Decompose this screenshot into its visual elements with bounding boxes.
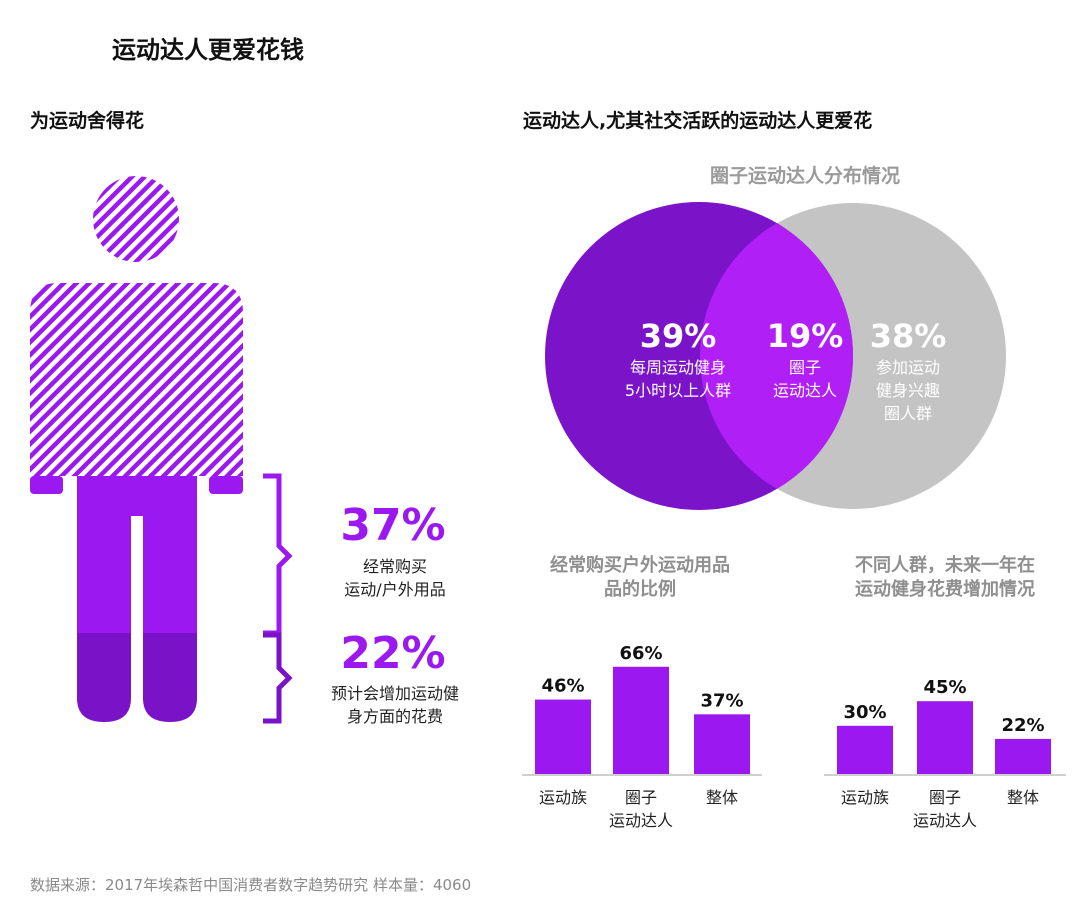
chart2-title-line2: 运动健身花费增加情况 xyxy=(855,579,1035,600)
venn-left-label-2: 5小时以上人群 xyxy=(624,381,732,400)
bracket-37 xyxy=(263,473,293,636)
person-right-arm xyxy=(209,476,243,494)
person-left-arm xyxy=(30,476,63,494)
person-icon xyxy=(30,176,293,724)
venn-right-label-1: 参加运动 xyxy=(875,358,940,377)
chart1-category-label-2-line1: 圈子 xyxy=(625,788,657,807)
chart1-bar-1 xyxy=(535,699,591,775)
chart1-value-label-3: 37% xyxy=(700,690,743,711)
chart2-value-label-3: 22% xyxy=(1001,715,1044,736)
venn-left-label-1: 每周运动健身 xyxy=(629,358,726,377)
venn-middle-value: 19% xyxy=(766,317,844,355)
page-title: 运动达人更爱花钱 xyxy=(112,36,304,64)
venn-middle-label-2: 运动达人 xyxy=(772,381,837,400)
venn-right-value: 38% xyxy=(869,317,947,355)
chart2-value-label-1: 30% xyxy=(843,702,886,723)
chart2-bar-2 xyxy=(917,701,973,775)
venn-diagram xyxy=(545,202,1006,510)
chart1-category-label-3: 整体 xyxy=(706,788,738,807)
venn-right-label-2: 健身兴趣 xyxy=(875,381,940,400)
venn-left-value: 39% xyxy=(639,317,717,355)
person-right-leg-lower xyxy=(143,633,197,722)
chart1-bar-2 xyxy=(613,666,669,775)
chart2-bar-3 xyxy=(995,738,1051,775)
chart1-title-line2: 品的比例 xyxy=(604,579,676,600)
venn-intersection xyxy=(700,203,853,509)
person-right-leg-upper xyxy=(143,506,197,633)
bracket-22 xyxy=(263,632,293,724)
chart2-category-label-2-line2: 运动达人 xyxy=(913,811,977,830)
chart2-value-label-2: 45% xyxy=(923,677,966,698)
person-head xyxy=(93,176,179,262)
venn-right-label-3: 圈人群 xyxy=(883,404,932,423)
person-left-leg-upper xyxy=(77,506,131,633)
person-left-leg-lower xyxy=(77,633,131,722)
chart1-category-label-2-line2: 运动达人 xyxy=(609,811,673,830)
person-torso xyxy=(30,283,243,476)
chart2-bar-chart: 30% 运动族 45% 圈子运动达人 22% 整体 xyxy=(824,677,1066,830)
source-footnote: 数据来源：2017年埃森哲中国消费者数字趋势研究 样本量：4060 xyxy=(30,876,472,894)
chart2-bar-1 xyxy=(837,725,893,775)
left-section-heading: 为运动舍得花 xyxy=(30,110,145,132)
stat-22-label-1: 预计会增加运动健 xyxy=(330,684,459,703)
chart1-bar-chart: 46% 运动族 66% 圈子运动达人 37% 整体 xyxy=(522,643,762,830)
chart1-value-label-1: 46% xyxy=(541,676,584,697)
venn-middle-label-1: 圈子 xyxy=(788,358,821,377)
chart2-category-label-3: 整体 xyxy=(1007,788,1039,807)
chart2-category-label-1: 运动族 xyxy=(841,788,889,807)
chart2-title-line1: 不同人群，未来一年在 xyxy=(855,555,1035,576)
chart1-category-label-1: 运动族 xyxy=(539,788,587,807)
stat-22-value: 22% xyxy=(340,628,446,679)
chart1-title-line1: 经常购买户外运动用品 xyxy=(550,555,730,576)
stat-37-label-2: 运动/户外用品 xyxy=(344,580,446,599)
stat-22-label-2: 身方面的花费 xyxy=(346,707,443,726)
venn-title: 圈子运动达人分布情况 xyxy=(709,165,900,187)
right-section-heading: 运动达人,尤其社交活跃的运动达人更爱花 xyxy=(523,110,873,132)
stat-37-value: 37% xyxy=(340,500,446,551)
chart1-value-label-2: 66% xyxy=(619,643,662,664)
chart1-bar-3 xyxy=(694,714,750,775)
stat-37-label-1: 经常购买 xyxy=(362,557,427,576)
chart2-category-label-2-line1: 圈子 xyxy=(929,788,961,807)
